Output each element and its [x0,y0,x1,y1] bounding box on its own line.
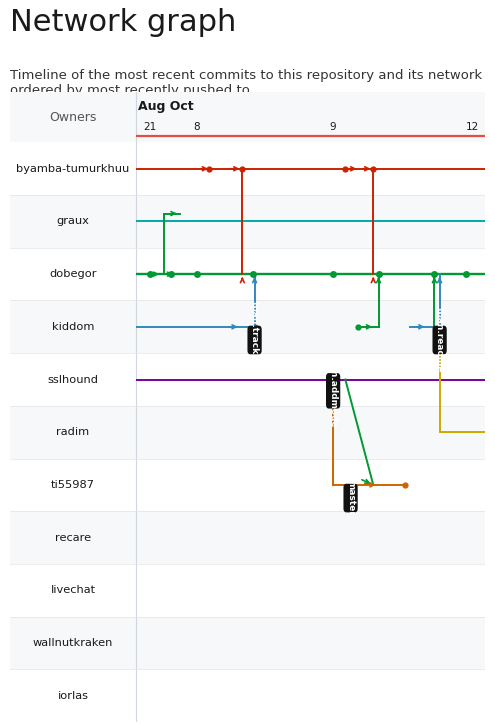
Text: wallnutkraken: wallnutkraken [33,638,113,648]
FancyBboxPatch shape [10,564,485,616]
Text: tpan.addmode: tpan.addmode [329,354,338,427]
Text: sslhound: sslhound [48,374,99,385]
FancyBboxPatch shape [326,373,340,409]
Text: 12: 12 [466,122,479,132]
Text: Owners: Owners [49,111,97,124]
FancyBboxPatch shape [248,326,262,354]
Text: tpan.tracklinks: tpan.tracklinks [250,302,259,379]
FancyBboxPatch shape [10,92,485,722]
FancyBboxPatch shape [10,353,485,406]
FancyBboxPatch shape [10,92,485,142]
FancyBboxPatch shape [344,483,358,513]
FancyBboxPatch shape [10,459,485,511]
FancyBboxPatch shape [10,511,485,564]
Text: 21: 21 [143,122,156,132]
Text: kiddom: kiddom [52,322,94,332]
Text: 8: 8 [194,122,200,132]
FancyBboxPatch shape [433,326,447,354]
FancyBboxPatch shape [10,142,485,195]
FancyBboxPatch shape [10,406,485,459]
Text: dobegor: dobegor [49,269,97,279]
Text: 9: 9 [330,122,337,132]
Text: master: master [346,480,355,516]
FancyBboxPatch shape [10,195,485,248]
Text: graux: graux [56,217,90,226]
FancyBboxPatch shape [10,248,485,300]
Text: recare: recare [55,533,91,542]
Text: tpan.readme: tpan.readme [435,308,444,373]
FancyBboxPatch shape [10,670,485,722]
Text: Timeline of the most recent commits to this repository and its network
ordered b: Timeline of the most recent commits to t… [10,69,482,97]
Text: byamba-tumurkhuu: byamba-tumurkhuu [16,164,130,174]
FancyBboxPatch shape [10,300,485,353]
Text: iorlas: iorlas [57,691,89,701]
Text: Aug Oct: Aug Oct [138,100,194,113]
Text: ti55987: ti55987 [51,480,95,490]
Text: Network graph: Network graph [10,8,237,37]
Text: radim: radim [56,427,90,437]
FancyBboxPatch shape [10,616,485,670]
Text: livechat: livechat [50,585,96,595]
